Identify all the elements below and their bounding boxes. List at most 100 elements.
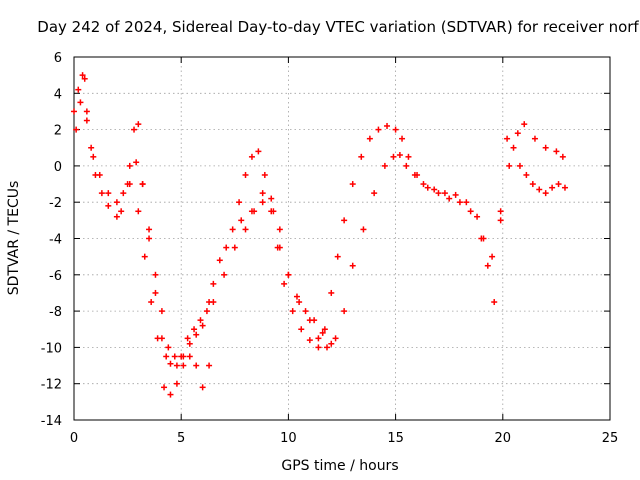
data-point <box>77 99 84 106</box>
axis-ticks: 0 5 10 15 20 25 -14 -12 -10 -8 -6 -4 -2 0 2 4 6 <box>41 51 619 446</box>
data-point <box>491 299 498 306</box>
data-point <box>332 335 339 342</box>
data-point <box>152 271 159 278</box>
data-point <box>531 135 538 142</box>
x-tick-label: 15 <box>387 431 404 446</box>
data-point <box>396 152 403 159</box>
data-point <box>411 171 418 178</box>
data-point <box>270 208 277 215</box>
data-point <box>384 122 391 129</box>
x-tick-label: 25 <box>602 431 619 446</box>
data-point <box>193 362 200 369</box>
data-point <box>113 213 120 220</box>
data-point <box>315 344 322 351</box>
data-point <box>221 271 228 278</box>
data-point <box>173 362 180 369</box>
data-point <box>323 344 330 351</box>
data-point <box>165 344 172 351</box>
data-point <box>171 353 178 360</box>
y-tick-label: -12 <box>41 378 62 393</box>
data-point <box>161 384 168 391</box>
data-point <box>120 190 127 197</box>
data-point <box>480 235 487 242</box>
data-point <box>334 253 341 260</box>
data-point <box>403 162 410 169</box>
y-tick-label: -4 <box>49 233 62 248</box>
data-point <box>289 308 296 315</box>
data-point <box>88 144 95 151</box>
data-point <box>105 202 112 209</box>
x-tick-label: 5 <box>177 431 185 446</box>
data-point <box>178 353 185 360</box>
y-tick-label: -6 <box>49 269 62 284</box>
data-point <box>424 184 431 191</box>
data-point <box>141 253 148 260</box>
data-point <box>248 153 255 160</box>
data-point <box>319 329 326 336</box>
data-point <box>255 148 262 155</box>
y-tick-label: -14 <box>41 414 62 429</box>
data-point <box>420 181 427 188</box>
data-point <box>126 181 133 188</box>
data-point <box>474 213 481 220</box>
data-point <box>139 181 146 188</box>
data-point <box>199 322 206 329</box>
y-tick-label: -10 <box>41 341 62 356</box>
data-point <box>375 126 382 133</box>
data-point <box>73 126 80 133</box>
data-point <box>131 126 138 133</box>
data-point <box>210 299 217 306</box>
data-point <box>118 208 125 215</box>
y-tick-label: 0 <box>54 160 62 175</box>
data-point <box>536 186 543 193</box>
data-point <box>248 208 255 215</box>
data-point <box>238 217 245 224</box>
data-point <box>152 289 159 296</box>
data-point <box>349 262 356 269</box>
data-point <box>504 135 511 142</box>
data-point <box>96 171 103 178</box>
data-point <box>268 195 275 202</box>
data-point <box>206 362 213 369</box>
data-point <box>315 335 322 342</box>
data-point <box>113 199 120 206</box>
data-point <box>180 362 187 369</box>
data-point <box>210 280 217 287</box>
data-point <box>296 299 303 306</box>
data-point <box>392 126 399 133</box>
data-point <box>135 208 142 215</box>
data-point <box>259 190 266 197</box>
data-point <box>523 171 530 178</box>
data-point <box>193 331 200 338</box>
x-tick-label: 20 <box>495 431 512 446</box>
data-point <box>223 244 230 251</box>
x-tick-label: 0 <box>70 431 78 446</box>
data-point <box>158 308 165 315</box>
data-point <box>75 86 82 93</box>
y-tick-label: -2 <box>49 196 62 211</box>
data-point <box>293 293 300 300</box>
data-point <box>405 153 412 160</box>
x-axis-label: GPS time / hours <box>281 458 398 474</box>
data-point <box>435 190 442 197</box>
data-point <box>390 153 397 160</box>
data-point <box>98 190 105 197</box>
data-point <box>510 144 517 151</box>
data-point <box>489 253 496 260</box>
data-point <box>146 235 153 242</box>
data-point <box>366 135 373 142</box>
data-point <box>321 326 328 333</box>
data-point <box>216 257 223 264</box>
y-axis-label: SDTVAR / TECUs <box>6 181 22 296</box>
data-point <box>261 171 268 178</box>
data-point <box>302 308 309 315</box>
data-point <box>341 217 348 224</box>
data-point <box>298 326 305 333</box>
data-point <box>242 226 249 233</box>
data-point <box>83 117 90 124</box>
data-point <box>197 317 204 324</box>
data-point <box>456 199 463 206</box>
data-point <box>559 153 566 160</box>
data-point <box>484 262 491 269</box>
